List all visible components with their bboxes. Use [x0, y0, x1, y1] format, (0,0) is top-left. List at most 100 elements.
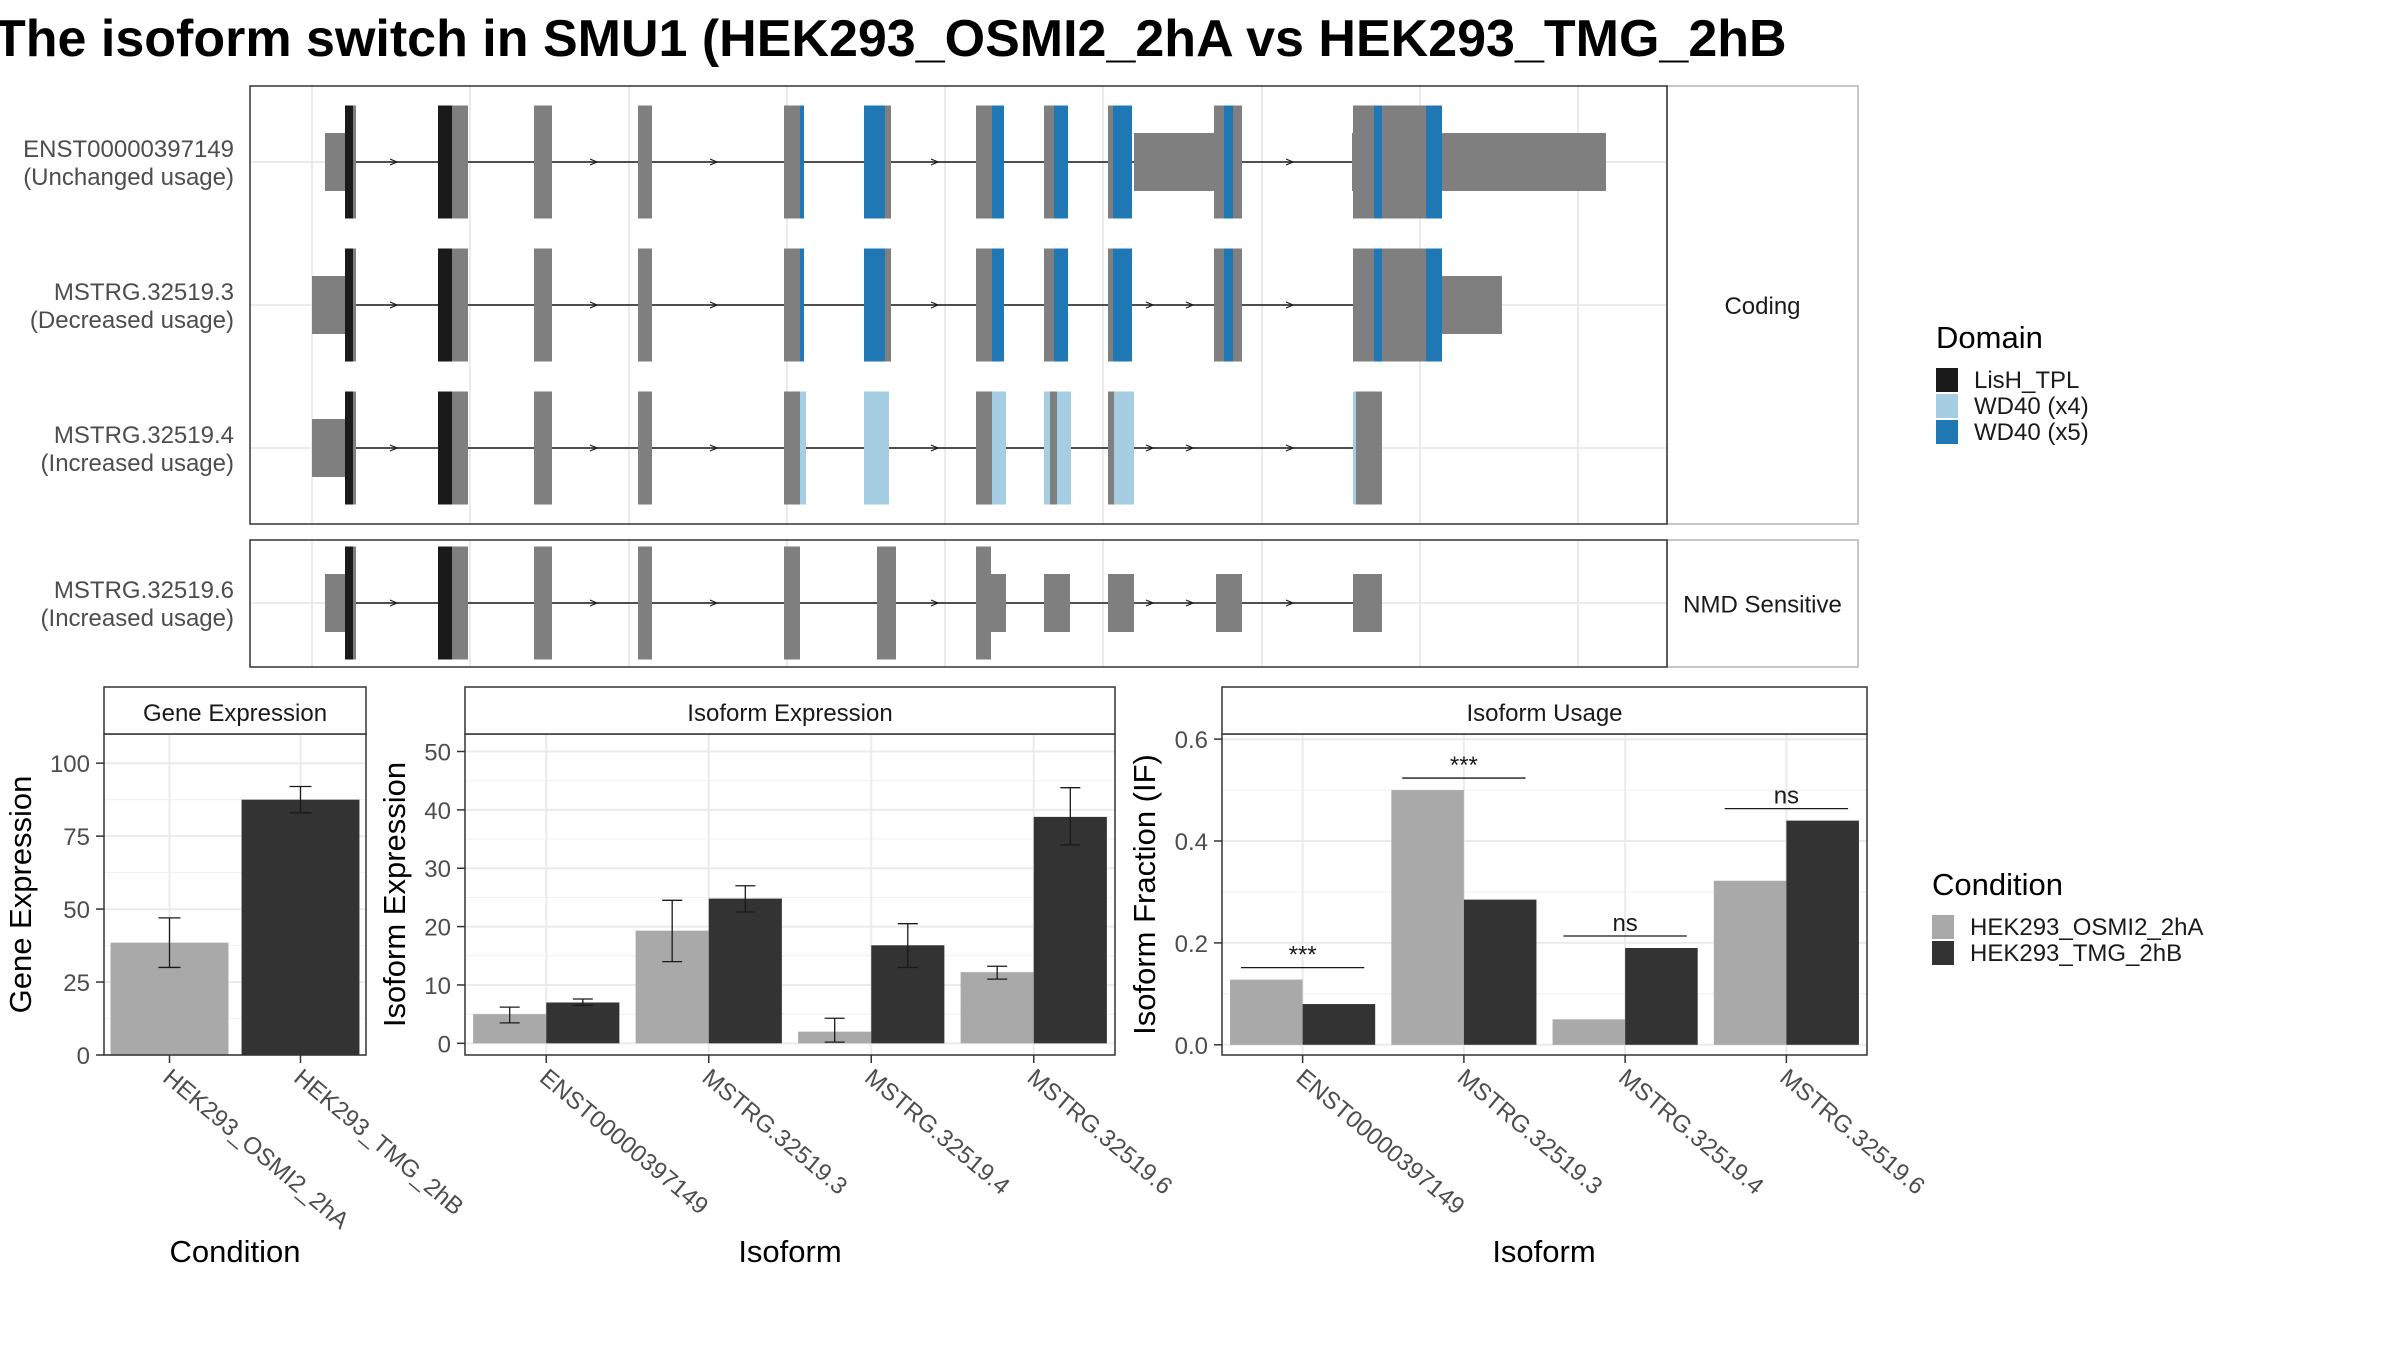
bar-chart-2: *** *** ns ns Isoform Usage 0.0 0.2 0.4 0.6 ENST0… — [1127, 686, 1930, 1269]
direction-arrow — [389, 599, 399, 607]
bar — [1552, 1019, 1626, 1045]
exon — [345, 391, 353, 505]
isoform-usage-label: (Unchanged usage) — [23, 164, 234, 191]
exon — [1224, 105, 1233, 219]
exon — [1044, 391, 1050, 505]
facet-strip — [103, 686, 367, 735]
x-tick-label: MSTRG.32519.3 — [697, 1064, 852, 1200]
exon — [345, 248, 353, 362]
direction-arrow — [1185, 444, 1195, 452]
exon — [976, 546, 991, 660]
exon — [784, 248, 800, 362]
legend-swatch — [1932, 941, 1954, 965]
facet-strip-label: Gene Expression — [143, 700, 327, 727]
facet-strip — [1666, 539, 1859, 668]
direction-arrow — [709, 301, 719, 309]
bar — [1033, 816, 1107, 1044]
exon — [992, 248, 1004, 362]
exon — [976, 248, 992, 362]
direction-arrow — [1145, 301, 1155, 309]
exon — [1044, 105, 1054, 219]
legend-title: Domain — [1936, 320, 2043, 355]
y-tick-label: 0 — [77, 1043, 90, 1070]
direction-arrow — [709, 158, 719, 166]
direction-arrow — [1285, 301, 1295, 309]
isoform-id-label: ENST00000397149 — [23, 136, 234, 163]
legend-swatch — [1932, 915, 1954, 939]
exon — [438, 248, 452, 362]
significance-label: *** — [1289, 942, 1317, 969]
exon — [1374, 248, 1382, 362]
y-axis-title: Gene Expression — [3, 776, 38, 1014]
exon — [325, 574, 345, 632]
direction-arrow — [709, 599, 719, 607]
error-bar — [987, 965, 1008, 980]
exon — [638, 248, 652, 362]
y-tick-label: 50 — [63, 897, 90, 924]
direction-arrow — [589, 599, 599, 607]
exon — [1382, 105, 1426, 219]
exon — [1374, 105, 1382, 219]
bar — [1786, 820, 1859, 1045]
bar — [960, 972, 1034, 1044]
direction-arrow — [589, 301, 599, 309]
error-bar — [735, 885, 756, 913]
exon — [638, 546, 652, 660]
exon — [800, 105, 804, 219]
exon — [534, 248, 552, 362]
exon — [1114, 391, 1134, 505]
exon — [864, 391, 889, 505]
legend-label: HEK293_TMG_2hB — [1970, 940, 2182, 967]
y-tick-label: 0.2 — [1175, 931, 1208, 958]
exon — [877, 546, 896, 660]
exon — [1216, 574, 1242, 632]
exon — [534, 391, 552, 505]
bar — [1625, 948, 1698, 1045]
facet-strip — [1221, 686, 1868, 735]
exon — [452, 391, 468, 505]
x-tick-label: ENST00000397149 — [534, 1064, 713, 1220]
exon — [800, 248, 804, 362]
direction-arrow — [1285, 444, 1295, 452]
exon — [1426, 248, 1442, 362]
direction-arrow — [930, 301, 940, 309]
exon — [345, 546, 353, 660]
transcript-structure-panel: Coding ENST00000397149(Unchanged usage) MS… — [23, 85, 1859, 668]
exon — [1442, 276, 1502, 334]
exon — [1382, 248, 1426, 362]
exon — [1113, 248, 1132, 362]
exon — [784, 546, 800, 660]
exon — [885, 248, 891, 362]
isoform-id-label: MSTRG.32519.4 — [54, 422, 234, 449]
isoform-usage-label: (Increased usage) — [41, 605, 234, 632]
y-tick-label: 100 — [50, 751, 90, 778]
facet-strip-label: NMD Sensitive — [1683, 592, 1842, 619]
exon — [534, 105, 552, 219]
exon — [992, 391, 1006, 505]
y-axis-title: Isoform Expression — [377, 762, 412, 1027]
exon — [1134, 133, 1219, 191]
direction-arrow — [1285, 599, 1295, 607]
exon — [438, 546, 452, 660]
exon — [1442, 133, 1606, 191]
exon — [312, 419, 345, 477]
exon — [1214, 105, 1224, 219]
exon — [1108, 391, 1114, 505]
y-tick-label: 75 — [63, 824, 90, 851]
direction-arrow — [930, 444, 940, 452]
direction-arrow — [709, 444, 719, 452]
exon — [1044, 574, 1070, 632]
facet-strip — [1666, 85, 1859, 525]
direction-arrow — [389, 301, 399, 309]
bar-charts: Gene Expression0255075100HEK293_OSMI2_2h… — [3, 686, 1930, 1269]
bar — [1713, 880, 1787, 1045]
exon — [1233, 248, 1242, 362]
direction-arrow — [1145, 599, 1155, 607]
error-bar — [824, 1017, 845, 1043]
y-tick-label: 0.4 — [1175, 829, 1208, 856]
exon — [1353, 574, 1382, 632]
error-bar — [289, 785, 312, 814]
exon — [1050, 391, 1057, 505]
exon — [976, 391, 992, 505]
